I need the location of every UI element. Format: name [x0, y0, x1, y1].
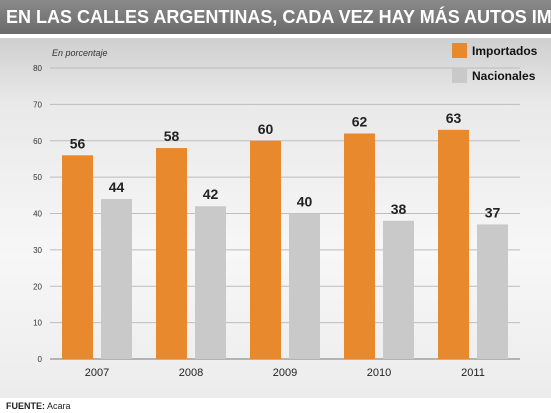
y-tick-label: 10 — [33, 319, 42, 328]
y-tick-label: 60 — [33, 137, 42, 146]
data-label: 62 — [352, 113, 368, 129]
data-label: 38 — [391, 201, 407, 217]
y-tick-label: 50 — [33, 173, 42, 182]
x-tick-label: 2008 — [179, 367, 203, 379]
y-tick-label: 30 — [33, 246, 42, 255]
label-layer: 56 44 2007 58 42 2008 60 40 2009 62 38 2010 63 37 2011 — [70, 110, 501, 379]
x-tick-label: 2009 — [273, 367, 297, 379]
bar-importados-2011 — [438, 129, 469, 359]
y-tick-label: 40 — [33, 210, 42, 219]
data-label: 63 — [446, 110, 462, 126]
y-tick-label: 0 — [38, 355, 43, 364]
data-label: 58 — [164, 128, 180, 144]
chart-title: EN LAS CALLES ARGENTINAS, CADA VEZ HAY M… — [0, 0, 551, 34]
bar-nacionales-2010 — [383, 220, 414, 359]
bar-importados-2008 — [156, 148, 187, 359]
y-tick-label: 70 — [33, 100, 42, 109]
bar-nacionales-2011 — [477, 224, 508, 359]
legend: Importados Nacionales — [452, 43, 538, 83]
bar-chart: 0 10 20 30 40 50 60 70 80 56 44 2007 58 42 2008 60 40 20… — [33, 43, 538, 379]
bar-nacionales-2009 — [289, 213, 320, 359]
data-label: 44 — [109, 179, 125, 195]
x-tick-label: 2007 — [85, 367, 109, 379]
y-tick-label: 20 — [33, 282, 42, 291]
bar-layer — [62, 129, 508, 359]
bar-importados-2007 — [62, 155, 93, 359]
bar-importados-2010 — [344, 133, 375, 359]
data-label: 56 — [70, 135, 86, 151]
source-note: FUENTE: Acara — [6, 401, 71, 411]
unit-note: En porcentaje — [52, 48, 108, 58]
data-label: 42 — [203, 186, 219, 202]
bar-nacionales-2007 — [101, 198, 132, 359]
legend-swatch-importados — [452, 43, 467, 58]
data-label: 37 — [485, 204, 501, 220]
x-tick-label: 2010 — [367, 367, 391, 379]
bar-nacionales-2008 — [195, 206, 226, 359]
legend-label-importados: Importados — [472, 44, 538, 58]
source-value: Acara — [47, 401, 71, 411]
data-label: 40 — [297, 194, 313, 210]
y-tick-label: 80 — [33, 64, 42, 73]
legend-swatch-nacionales — [452, 68, 467, 83]
bar-importados-2009 — [250, 140, 281, 359]
legend-label-nacionales: Nacionales — [472, 69, 536, 83]
data-label: 60 — [258, 121, 274, 137]
x-tick-label: 2011 — [461, 367, 485, 379]
source-label: FUENTE: — [6, 401, 45, 411]
